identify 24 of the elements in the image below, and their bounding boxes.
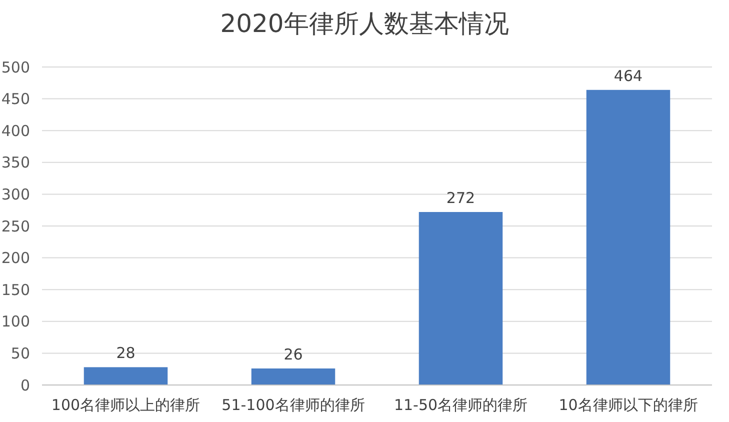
y-tick-label: 450: [1, 90, 30, 108]
bar: [251, 368, 336, 385]
y-tick-label: 300: [1, 185, 30, 204]
bar: [586, 90, 670, 385]
data-label: 26: [284, 345, 303, 364]
x-tick-label: 51-100名律师的律所: [222, 396, 365, 414]
chart-title: 2020年律所人数基本情况: [220, 9, 509, 38]
y-tick-label: 150: [1, 280, 30, 299]
x-tick-label: 10名律师以下的律所: [558, 396, 698, 414]
y-tick-label: 500: [1, 58, 30, 76]
y-tick-label: 250: [1, 217, 30, 236]
data-label: 28: [116, 344, 136, 362]
y-tick-label: 200: [1, 249, 30, 268]
bar: [418, 212, 503, 385]
x-tick-label: 100名律师以上的律所: [51, 396, 200, 414]
y-tick-label: 0: [20, 376, 30, 394]
x-tick-label: 11-50名律师的律所: [394, 396, 528, 414]
y-tick-label: 50: [10, 344, 30, 362]
data-label: 272: [446, 189, 476, 208]
bar: [84, 367, 168, 385]
data-label: 464: [614, 66, 643, 85]
y-tick-label: 400: [1, 122, 30, 140]
y-tick-label: 350: [1, 154, 30, 172]
y-tick-label: 100: [1, 312, 30, 331]
